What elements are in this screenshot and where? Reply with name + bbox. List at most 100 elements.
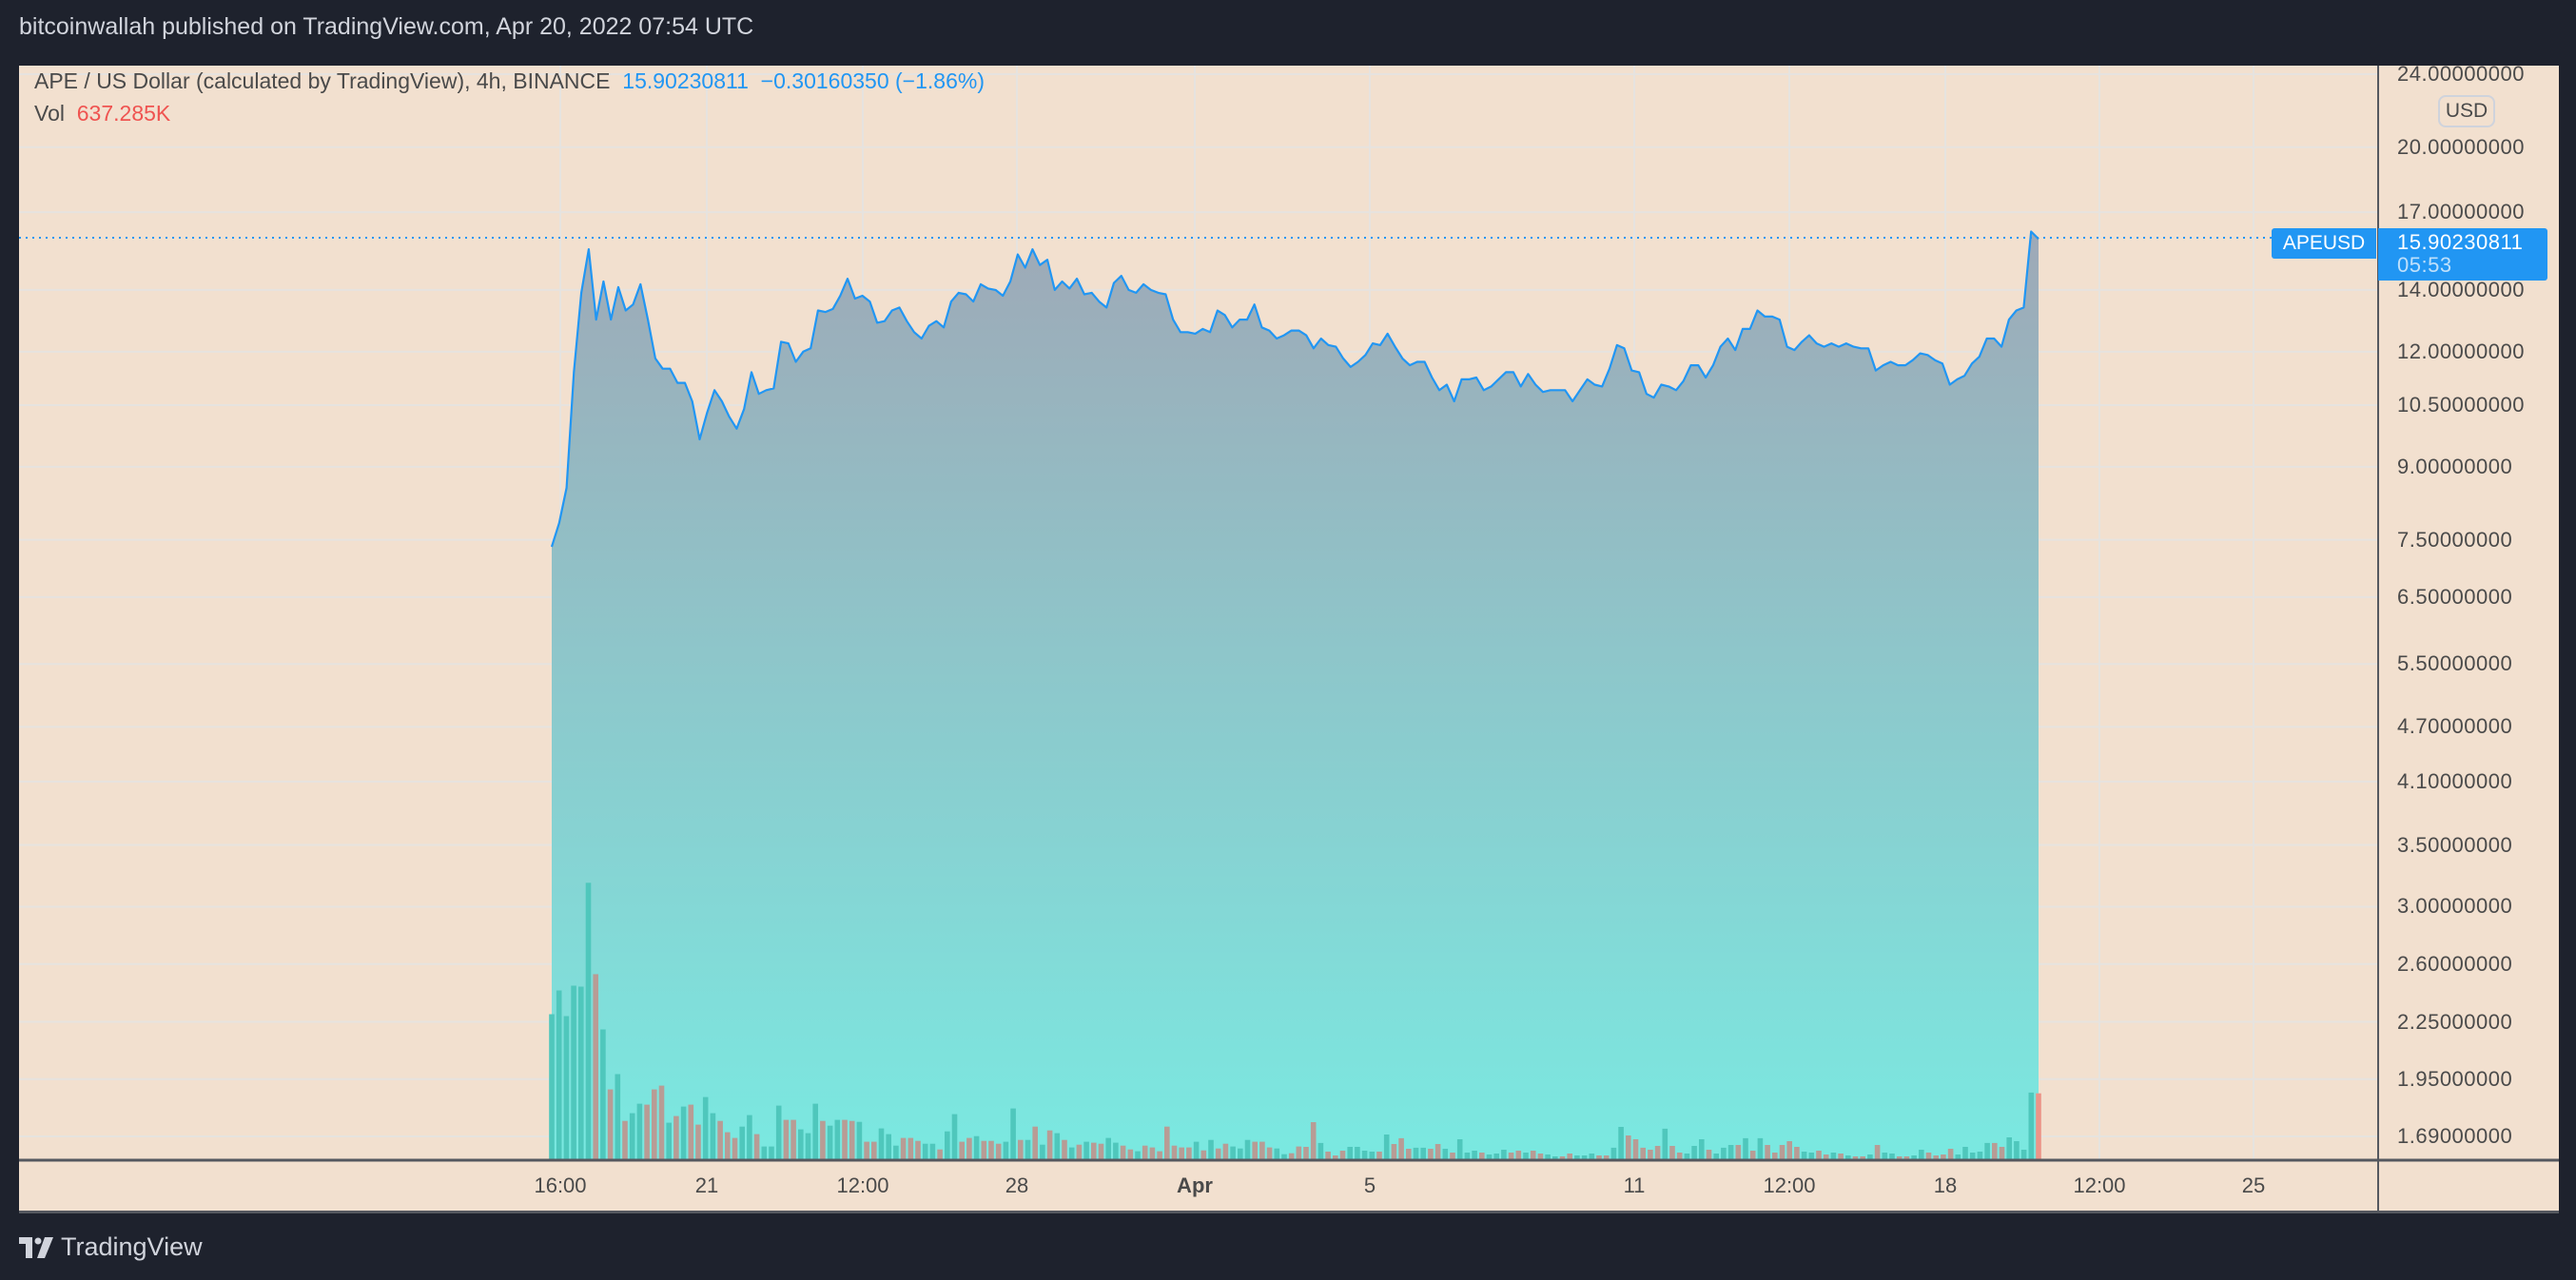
volume-bar <box>805 1133 811 1159</box>
volume-bar <box>1244 1139 1251 1159</box>
currency-button[interactable]: USD <box>2438 95 2495 127</box>
volume-bar <box>1640 1147 1646 1159</box>
volume-bar <box>1648 1150 1653 1159</box>
volume-bar <box>1589 1154 1595 1159</box>
volume-bar <box>578 986 584 1159</box>
volume-bar <box>922 1143 928 1159</box>
volume-value: 637.285K <box>76 101 171 126</box>
volume-bar <box>1515 1151 1522 1159</box>
volume-bar <box>1816 1151 1822 1159</box>
volume-bar <box>1530 1151 1536 1159</box>
volume-bar <box>1003 1141 1009 1159</box>
volume-bar <box>1699 1139 1705 1159</box>
time-tick-label: 18 <box>1933 1173 1958 1197</box>
volume-bar <box>1179 1147 1184 1159</box>
tradingview-logo[interactable]: TradingView <box>19 1232 203 1262</box>
price-tick-label: 10.50000000 <box>2397 393 2525 417</box>
volume-bar <box>739 1126 745 1159</box>
volume-bar <box>951 1114 958 1159</box>
price-tick-label: 3.00000000 <box>2397 894 2513 919</box>
volume-bar <box>1068 1147 1075 1159</box>
time-tick-label: 16:00 <box>534 1173 587 1197</box>
time-tick-label: 28 <box>1005 1173 1029 1197</box>
volume-bar <box>1098 1143 1104 1159</box>
volume-bar <box>1091 1142 1097 1159</box>
volume-bar <box>820 1120 826 1159</box>
volume-bar <box>556 990 562 1159</box>
volume-bar <box>769 1146 774 1159</box>
volume-bar <box>1479 1153 1485 1159</box>
volume-bar <box>2028 1092 2035 1159</box>
volume-bar <box>886 1134 891 1159</box>
price-tick-label: 6.50000000 <box>2397 584 2513 609</box>
volume-bar <box>1113 1142 1119 1159</box>
volume-bar <box>1823 1154 1829 1159</box>
price-tick-label: 3.50000000 <box>2397 832 2513 857</box>
volume-bar <box>753 1134 760 1159</box>
volume-bar <box>1808 1153 1815 1159</box>
volume-bar <box>775 1105 782 1159</box>
price-tick-label: 17.00000000 <box>2397 200 2525 224</box>
volume-bar <box>1610 1147 1617 1159</box>
volume-bar <box>988 1140 994 1159</box>
volume-bar <box>1567 1154 1572 1159</box>
volume-label[interactable]: Vol <box>34 101 65 126</box>
volume-bar <box>1266 1147 1273 1159</box>
symbol-description[interactable]: APE / US Dollar (calculated by TradingVi… <box>34 68 611 93</box>
volume-bar <box>798 1129 804 1159</box>
volume-bar <box>747 1115 752 1159</box>
price-area-fill <box>552 231 2039 1159</box>
time-tick-label: 21 <box>694 1173 719 1197</box>
volume-bar <box>1062 1139 1067 1159</box>
time-tick-label: 5 <box>1363 1173 1376 1197</box>
volume-bar <box>959 1141 965 1159</box>
volume-bar <box>878 1128 885 1159</box>
volume-bar <box>1120 1145 1126 1159</box>
volume-bar <box>995 1143 1002 1159</box>
volume-bar <box>1355 1147 1360 1159</box>
volume-bar <box>1376 1152 1382 1159</box>
volume-bar <box>652 1089 657 1159</box>
volume-bar <box>907 1137 914 1159</box>
volume-bar <box>666 1122 672 1159</box>
price-tick-label: 2.60000000 <box>2397 951 2513 976</box>
volume-bar <box>1164 1126 1170 1159</box>
volume-bar <box>1040 1144 1045 1159</box>
volume-bar <box>2036 1093 2041 1159</box>
volume-bar <box>1889 1154 1895 1159</box>
volume-bar <box>1721 1147 1727 1159</box>
volume-bar <box>1303 1147 1309 1159</box>
price-tick-label: 1.69000000 <box>2397 1124 2513 1149</box>
volume-bar <box>966 1137 972 1159</box>
volume-bar <box>1472 1151 1477 1159</box>
volume-bar <box>1333 1155 1338 1159</box>
volume-bar <box>1501 1150 1507 1159</box>
volume-bar <box>1874 1145 1881 1159</box>
volume-bar <box>842 1119 848 1159</box>
volume-bar <box>945 1131 950 1159</box>
volume-bar <box>563 1016 570 1159</box>
symbol-tag: APEUSD <box>2272 228 2376 259</box>
volume-bar <box>1676 1153 1683 1159</box>
volume-bar <box>1933 1155 1939 1159</box>
volume-bar <box>900 1137 907 1159</box>
volume-bar <box>849 1120 855 1159</box>
volume-bar <box>717 1120 723 1159</box>
volume-bar <box>1537 1154 1544 1159</box>
volume-bar <box>893 1145 899 1159</box>
volume-bar <box>812 1103 818 1159</box>
volume-bar <box>1992 1142 1998 1159</box>
volume-bar <box>1581 1155 1588 1159</box>
volume-bar <box>1135 1151 1141 1159</box>
time-tick-label: 12:00 <box>1763 1173 1816 1197</box>
volume-bar <box>1434 1144 1441 1159</box>
volume-bar <box>1193 1141 1200 1159</box>
volume-bar <box>702 1096 709 1159</box>
volume-bar <box>1054 1133 1061 1159</box>
volume-bar <box>680 1106 687 1159</box>
volume-bar <box>1238 1148 1243 1159</box>
volume-bar <box>1083 1141 1089 1159</box>
volume-bar <box>1222 1143 1229 1159</box>
price-tick-label: 4.70000000 <box>2397 714 2513 739</box>
